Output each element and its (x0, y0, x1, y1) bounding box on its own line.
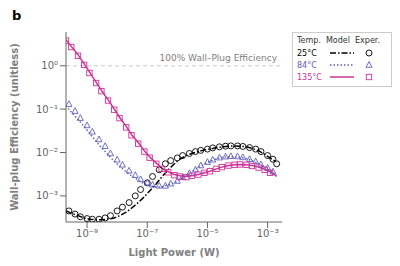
svg-text:10⁻²: 10⁻² (36, 147, 58, 158)
svg-text:10⁻³: 10⁻³ (36, 190, 58, 201)
html-text:25°C: 25°C (297, 48, 317, 58)
html-text:135°C: 135°C (297, 72, 322, 82)
html-text:84°C: 84°C (297, 60, 317, 70)
svg-text:10⁻⁷: 10⁻⁷ (136, 228, 158, 239)
svg-text:10⁻³: 10⁻³ (257, 228, 279, 239)
svg-text:Wall-plug Efficiency (unitless: Wall-plug Efficiency (unitless) (9, 43, 20, 211)
svg-text:100% Wall–Plug Efficiency: 100% Wall–Plug Efficiency (160, 53, 278, 63)
html-text:Temp. Model Exper.: Temp. Model Exper. (297, 36, 380, 45)
html-text:b: b (12, 8, 22, 23)
svg-text:10⁻¹: 10⁻¹ (36, 104, 58, 115)
svg-text:Light Power (W): Light Power (W) (128, 247, 219, 258)
svg-text:10⁰: 10⁰ (41, 60, 58, 71)
svg-text:10⁻⁹: 10⁻⁹ (76, 228, 98, 239)
svg-text:10⁻⁵: 10⁻⁵ (196, 228, 218, 239)
